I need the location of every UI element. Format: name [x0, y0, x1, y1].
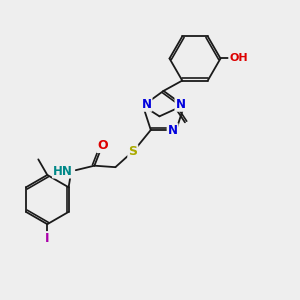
Text: N: N: [176, 98, 185, 111]
Text: HN: HN: [53, 165, 73, 178]
Text: O: O: [97, 139, 108, 152]
Text: N: N: [142, 98, 152, 111]
Text: S: S: [128, 145, 137, 158]
Text: OH: OH: [229, 53, 248, 64]
Text: I: I: [45, 232, 50, 245]
Text: N: N: [168, 124, 178, 137]
